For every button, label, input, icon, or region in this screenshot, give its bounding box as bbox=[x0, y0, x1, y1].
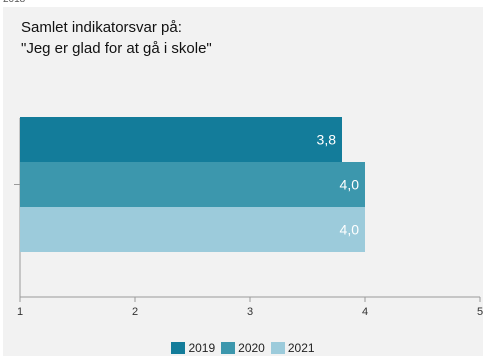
chart-legend: 2019 2020 2021 bbox=[0, 340, 486, 356]
legend-label-2021: 2021 bbox=[287, 341, 315, 355]
bar-2019 bbox=[20, 117, 342, 162]
chart-title-line-1: Samlet indikatorsvar på: bbox=[21, 19, 182, 36]
x-tick-label-2: 2 bbox=[132, 306, 138, 318]
legend-label-2020: 2020 bbox=[238, 341, 265, 355]
bar-value-label-2021: 4,0 bbox=[340, 222, 360, 238]
bar-2020 bbox=[20, 162, 365, 207]
legend-item-2021: 2021 bbox=[270, 341, 315, 355]
legend-swatch-2021 bbox=[270, 342, 285, 354]
x-tick-label-1: 1 bbox=[17, 306, 23, 318]
x-tick-label-4: 4 bbox=[362, 306, 368, 318]
x-tick-label-5: 5 bbox=[477, 306, 483, 318]
chart-title-line-2: "Jeg er glad for at gå i skole" bbox=[21, 40, 212, 57]
chart-title: Samlet indikatorsvar på: "Jeg er glad fo… bbox=[21, 17, 212, 59]
cutoff-label: 2018 bbox=[3, 0, 25, 5]
legend-item-2020: 2020 bbox=[221, 341, 265, 355]
bar-value-label-2020: 4,0 bbox=[340, 177, 360, 193]
x-tick-label-3: 3 bbox=[247, 306, 253, 318]
bar-chart: 3,8 4,0 4,0 1 2 3 4 5 bbox=[14, 117, 483, 318]
bar-2021 bbox=[20, 207, 365, 252]
legend-item-2019: 2019 bbox=[171, 341, 215, 355]
legend-swatch-2019 bbox=[171, 342, 186, 354]
legend-label-2019: 2019 bbox=[188, 341, 216, 355]
bar-value-label-2019: 3,8 bbox=[317, 132, 337, 148]
legend-swatch-2020 bbox=[221, 342, 236, 354]
